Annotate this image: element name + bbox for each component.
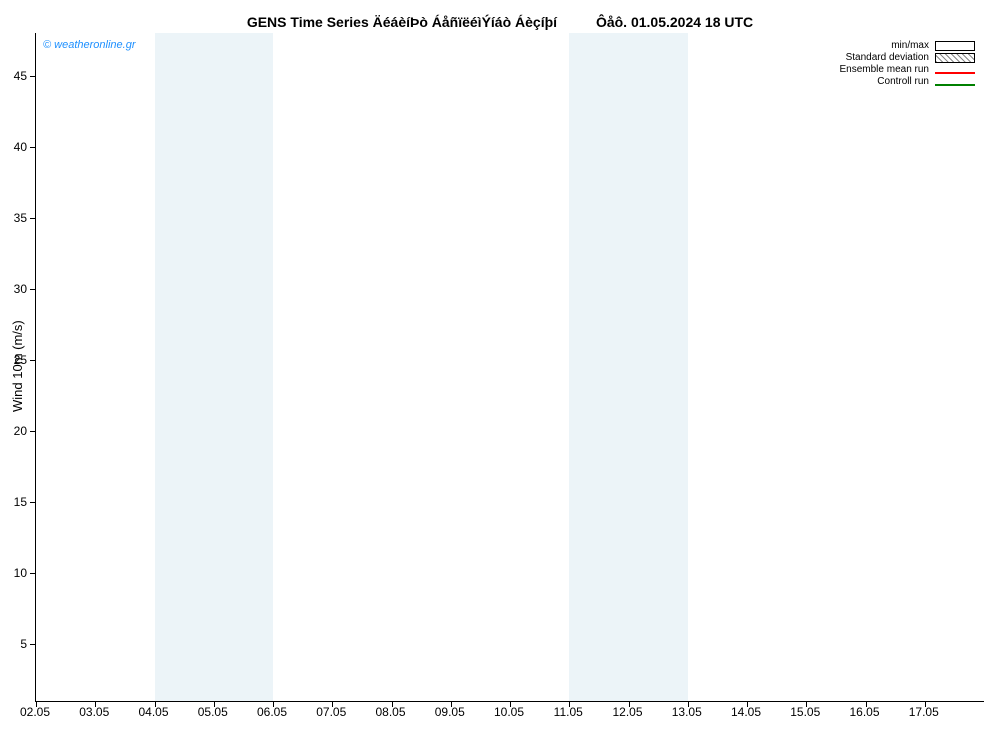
plot-area	[35, 33, 984, 702]
x-tick-label: 12.05	[612, 705, 642, 719]
legend-swatch	[935, 84, 975, 86]
y-tick	[30, 289, 36, 290]
x-tick-label: 09.05	[435, 705, 465, 719]
legend-label: Controll run	[877, 76, 929, 88]
x-tick-label: 07.05	[316, 705, 346, 719]
y-tick	[30, 644, 36, 645]
y-tick	[30, 573, 36, 574]
legend: min/maxStandard deviationEnsemble mean r…	[815, 40, 975, 88]
legend-swatch	[935, 72, 975, 74]
y-tick-label: 45	[5, 69, 27, 83]
weekend-band	[155, 33, 274, 701]
legend-label: min/max	[891, 40, 929, 52]
x-tick-label: 13.05	[672, 705, 702, 719]
watermark: © weatheronline.gr	[43, 39, 136, 51]
x-tick-label: 10.05	[494, 705, 524, 719]
title-left: GENS Time Series ÄéáèíÞò ÁåñïëéìÝíáò Áèç…	[247, 14, 557, 30]
y-tick-label: 40	[5, 140, 27, 154]
y-tick-label: 15	[5, 495, 27, 509]
legend-item: Standard deviation	[815, 52, 975, 64]
x-tick-label: 06.05	[257, 705, 287, 719]
chart-title: GENS Time Series ÄéáèíÞò ÁåñïëéìÝíáò Áèç…	[0, 14, 1000, 30]
x-tick-label: 05.05	[198, 705, 228, 719]
title-right: Ôåô. 01.05.2024 18 UTC	[596, 14, 753, 30]
x-tick-label: 04.05	[138, 705, 168, 719]
y-tick	[30, 502, 36, 503]
x-tick-label: 15.05	[790, 705, 820, 719]
x-tick-label: 14.05	[731, 705, 761, 719]
legend-item: min/max	[815, 40, 975, 52]
y-tick	[30, 147, 36, 148]
x-tick-label: 16.05	[849, 705, 879, 719]
y-tick-label: 35	[5, 211, 27, 225]
legend-label: Standard deviation	[846, 52, 929, 64]
legend-label: Ensemble mean run	[840, 64, 930, 76]
x-tick-label: 02.05	[20, 705, 50, 719]
y-tick-label: 25	[5, 353, 27, 367]
y-tick	[30, 431, 36, 432]
y-tick	[30, 76, 36, 77]
legend-swatch	[935, 41, 975, 51]
x-tick-label: 08.05	[375, 705, 405, 719]
x-tick-label: 17.05	[909, 705, 939, 719]
y-tick-label: 5	[5, 637, 27, 651]
x-tick-label: 03.05	[79, 705, 109, 719]
y-tick-label: 10	[5, 566, 27, 580]
legend-item: Ensemble mean run	[815, 64, 975, 76]
x-tick-label: 11.05	[554, 705, 583, 719]
y-tick-label: 30	[5, 282, 27, 296]
y-tick	[30, 218, 36, 219]
legend-item: Controll run	[815, 76, 975, 88]
y-tick-label: 20	[5, 424, 27, 438]
chart-container: GENS Time Series ÄéáèíÞò ÁåñïëéìÝíáò Áèç…	[0, 0, 1000, 733]
legend-swatch	[935, 53, 975, 63]
weekend-band	[569, 33, 688, 701]
y-tick	[30, 360, 36, 361]
